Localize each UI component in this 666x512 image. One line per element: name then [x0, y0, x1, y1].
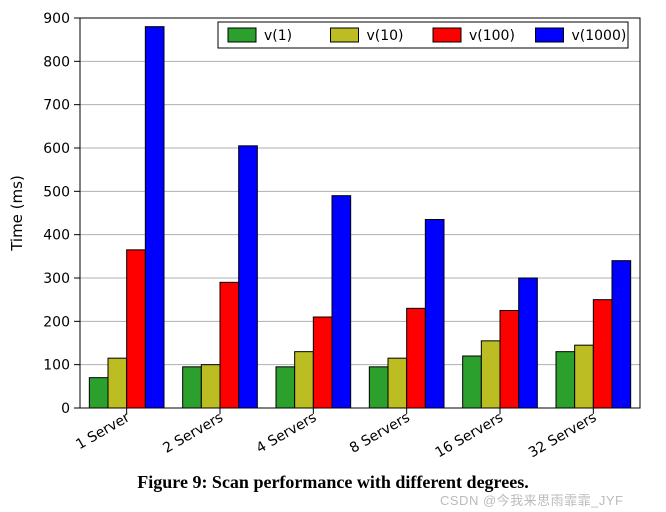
legend-swatch: [433, 28, 461, 42]
legend-swatch: [331, 28, 359, 42]
y-tick-label: 900: [43, 11, 70, 27]
y-tick-label: 300: [43, 271, 70, 287]
bar: [463, 356, 482, 408]
bar: [407, 308, 426, 408]
bar: [388, 358, 407, 408]
x-tick-label: 2 Servers: [160, 410, 226, 457]
bar: [519, 278, 538, 408]
y-tick-label: 800: [43, 54, 70, 70]
bar: [295, 352, 314, 408]
bar: [369, 367, 388, 408]
bar: [313, 317, 332, 408]
legend-label: v(1): [264, 28, 292, 44]
bar: [239, 146, 258, 408]
y-tick-label: 500: [43, 184, 70, 200]
x-tick-label: 1 Server: [73, 409, 133, 453]
y-axis-label: Time (ms): [8, 175, 26, 252]
legend-label: v(1000): [572, 28, 627, 44]
bar: [145, 27, 164, 408]
bar: [127, 250, 146, 408]
bar: [201, 365, 220, 408]
bar: [593, 300, 612, 408]
y-tick-label: 400: [43, 228, 70, 244]
y-tick-label: 100: [43, 358, 70, 374]
x-tick-label: 4 Servers: [254, 410, 320, 457]
bar: [89, 378, 108, 408]
legend-label: v(10): [367, 28, 404, 44]
bar: [276, 367, 295, 408]
chart-svg: 0 100 200 300 400 500 600 700 800 900 1 Server 2 Se…: [0, 0, 666, 512]
chart-container: 0 100 200 300 400 500 600 700 800 900 1 Server 2 Se…: [0, 0, 666, 512]
y-tick-label: 0: [61, 401, 70, 417]
x-tick-label: 8 Servers: [347, 410, 413, 457]
y-tick-label: 200: [43, 314, 70, 330]
bar: [556, 352, 575, 408]
x-tick-label: 32 Servers: [526, 410, 599, 462]
bar: [183, 367, 202, 408]
legend-swatch: [228, 28, 256, 42]
bar: [108, 358, 127, 408]
legend-swatch: [536, 28, 564, 42]
bar: [425, 220, 444, 409]
bar: [575, 345, 594, 408]
legend-label: v(100): [469, 28, 515, 44]
bar: [612, 261, 631, 408]
bar: [481, 341, 500, 408]
bar: [500, 311, 519, 409]
watermark-text: CSDN @今我来思雨霏霏_JYF: [440, 490, 624, 509]
bar: [332, 196, 351, 408]
y-tick-label: 700: [43, 98, 70, 114]
x-tick-label: 16 Servers: [433, 410, 506, 462]
y-tick-label: 600: [43, 141, 70, 157]
bar: [220, 282, 239, 408]
